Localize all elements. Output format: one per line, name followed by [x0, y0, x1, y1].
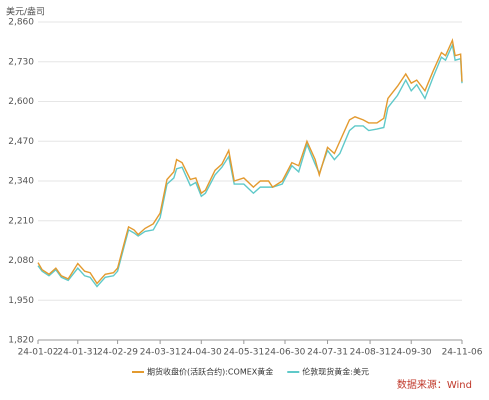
y-tick-label: 2,080	[8, 256, 34, 266]
y-unit: 美元/盎司	[6, 6, 45, 18]
y-tick-label: 1,820	[8, 336, 34, 346]
legend-label: 伦敦现货黄金:美元	[302, 367, 369, 377]
y-tick-label: 1,950	[8, 296, 34, 306]
y-tick-label: 2,730	[8, 57, 34, 67]
x-tick-label: 24-01-31	[57, 348, 98, 358]
x-tick-label: 24-04-30	[181, 348, 222, 358]
x-tick-label: 24-01-02	[18, 348, 59, 358]
series-line	[37, 42, 463, 288]
x-tick-label: 24-07-31	[307, 348, 348, 358]
y-tick-label: 2,340	[8, 177, 34, 187]
x-tick-label: 24-02-29	[97, 348, 138, 358]
y-tick-label: 2,860	[8, 18, 34, 28]
x-tick-label: 24-11-06	[442, 348, 483, 358]
x-tick-label: 24-08-31	[350, 348, 391, 358]
x-tick-label: 24-09-30	[391, 348, 432, 358]
x-tick-label: 24-05-31	[223, 348, 264, 358]
y-tick-label: 2,210	[8, 216, 34, 226]
x-tick-label: 24-03-31	[140, 348, 181, 358]
source-note: 数据来源：Wind	[397, 378, 472, 391]
x-tick-label: 24-06-30	[265, 348, 306, 358]
y-tick-label: 2,470	[8, 137, 34, 147]
legend-label: 期货收盘价(活跃合约):COMEX黄金	[147, 367, 273, 377]
series-line	[37, 37, 463, 285]
y-tick-label: 2,600	[8, 97, 34, 107]
